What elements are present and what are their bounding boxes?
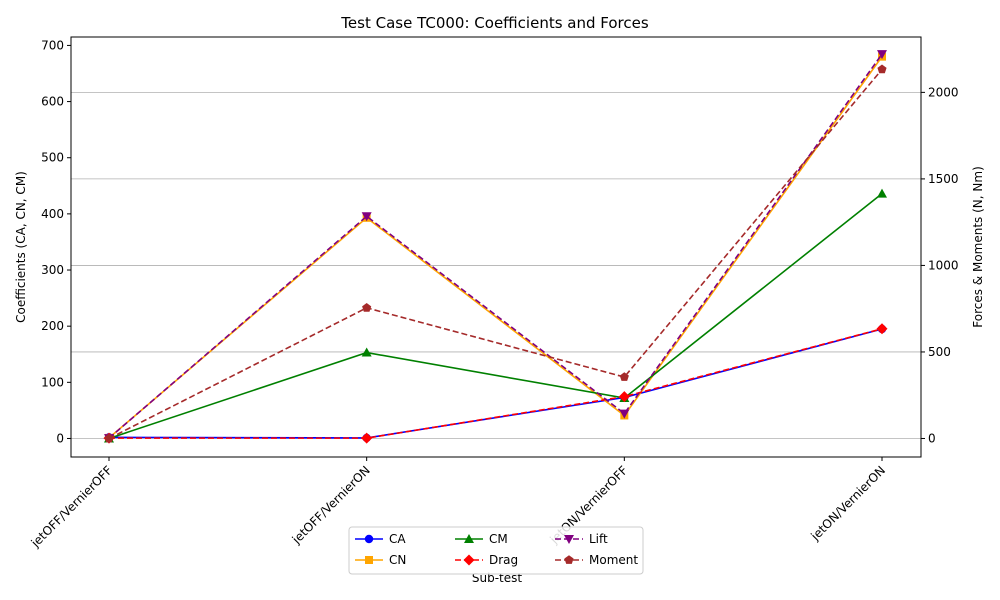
data-point [618,391,630,403]
y-left-tick-label: 300 [41,263,64,277]
legend-item: Drag [455,553,518,567]
y-left-tick-label: 0 [56,431,64,445]
data-point [464,534,474,543]
series-cn [105,52,886,442]
series-line-moment [108,68,883,440]
series-lift [104,50,887,444]
data-point [877,64,887,74]
legend-item: Lift [555,532,608,546]
data-point [564,555,574,564]
axes: 0 100 200 300 400 500 600 700 0 500 1000 1500 2000 je… [28,36,959,551]
y-left-tick-label: 200 [41,319,64,333]
series-line-cm [108,193,883,440]
legend-label: Moment [589,553,638,567]
y-right-tick-label: 2000 [928,85,959,99]
data-point [877,188,887,198]
legend-label: CN [389,553,406,567]
y-right-tick-label: 500 [928,345,951,359]
data-point [361,432,373,444]
y-axis-left-label: Coefficients (CA, CN, CM) [14,171,28,323]
plot-frame [70,36,922,458]
y-left-tick-label: 400 [41,207,64,221]
x-tick-label: jetOFF/VernierOFF [28,463,115,550]
data-point [876,323,888,335]
grid [71,91,921,439]
y-right-tick-label: 1000 [928,258,959,272]
legend-label: CA [389,532,406,546]
legend-item: Moment [555,553,638,567]
data-point [619,372,629,381]
y-left-tick-label: 500 [41,151,64,165]
legend-item: CA [355,532,406,546]
legend-item: CN [355,553,406,567]
data-point [104,433,114,443]
series-line-lift [108,53,883,439]
x-tick-label: jetON/VernierON [808,463,889,544]
series-line-drag [109,327,883,439]
data-point [361,347,372,357]
series-line-ca [108,328,883,439]
series [103,50,888,444]
legend-label: CM [489,532,508,546]
data-point [365,556,373,564]
series-line-cn [108,56,883,439]
legend-label: Drag [489,553,518,567]
y-left-tick-label: 700 [41,38,64,52]
legend-label: Lift [589,532,608,546]
data-point [564,535,574,544]
y-left-tick-label: 600 [41,95,64,109]
data-point [361,212,372,222]
data-point [877,50,887,60]
series-moment [104,64,887,443]
data-point [463,554,475,566]
data-point [619,409,630,419]
data-point [364,534,374,544]
chart-title: Test Case TC000: Coefficients and Forces [340,14,649,32]
data-point [362,303,372,312]
legend-item: CM [455,532,508,546]
legend: CA CN CM Drag Lift Moment [348,526,644,575]
y-right-tick-label: 0 [928,431,936,445]
y-right-tick-label: 1500 [928,172,959,186]
series-cm [104,188,887,443]
y-axis-right-label: Forces & Moments (N, Nm) [971,166,985,327]
y-left-tick-label: 100 [41,375,64,389]
